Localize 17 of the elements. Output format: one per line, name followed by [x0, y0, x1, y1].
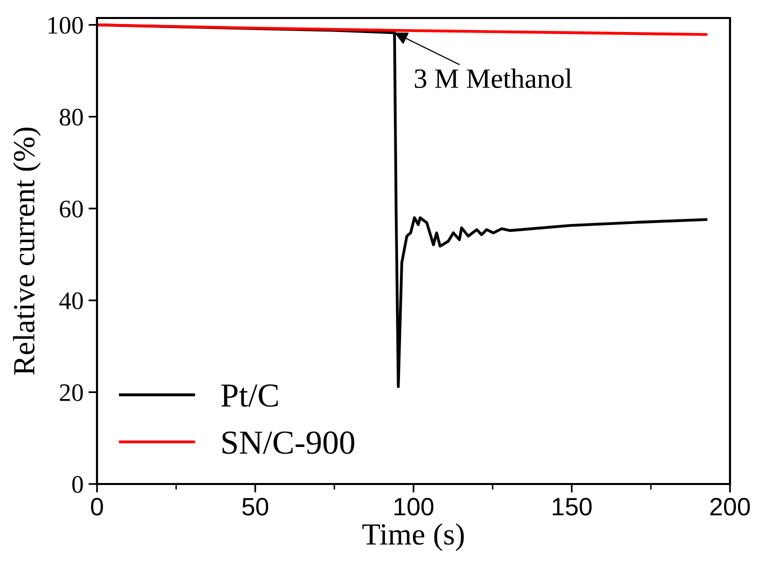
x-tick-label: 150 [552, 498, 592, 516]
legend-label: SN/C-900 [222, 431, 354, 454]
y-tick-label: 60 [60, 200, 83, 218]
y-axis-title: Relative current (%) [13, 128, 41, 375]
legend-label: Pt/C [221, 384, 278, 407]
x-tick-label: 100 [394, 498, 434, 516]
y-tick-label: 20 [60, 384, 83, 402]
y-tick-label: 0 [72, 476, 83, 493]
x-tick-label: 200 [710, 498, 750, 516]
y-tick-label: 40 [59, 292, 83, 310]
annotation: 3 M Methanol [414, 68, 572, 88]
y-tick-label: 80 [60, 108, 83, 126]
x-axis-title: Time (s) [362, 523, 464, 551]
x-tick-label: 50 [242, 498, 268, 516]
x-tick-label: 0 [91, 498, 103, 516]
y-tick-label: 100 [48, 16, 83, 34]
line-series [97, 23, 708, 36]
